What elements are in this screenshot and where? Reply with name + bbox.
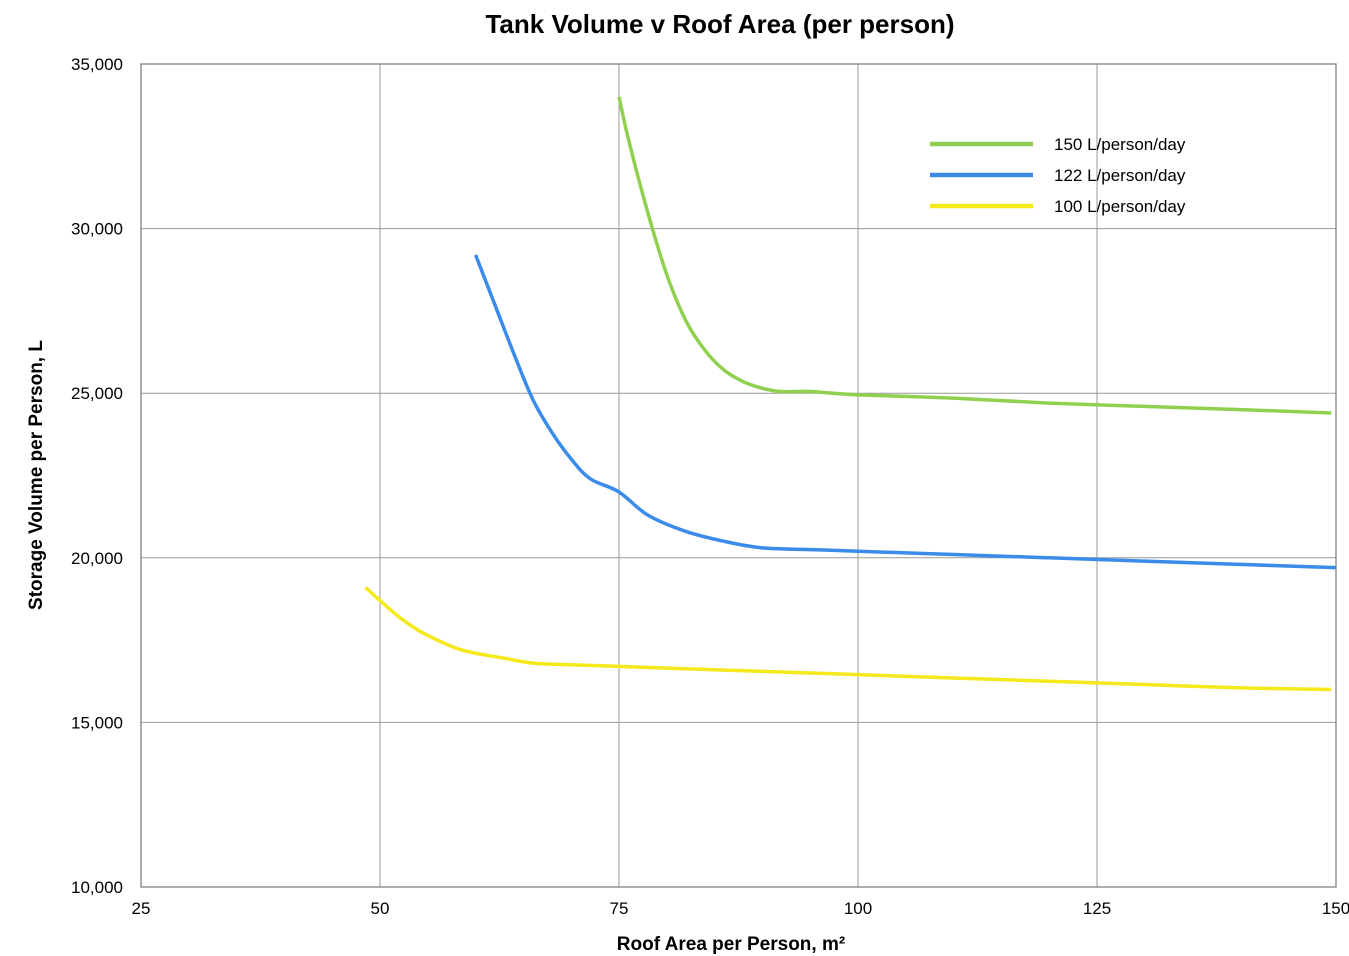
legend-label: 150 L/person/day	[1054, 135, 1186, 154]
tick-labels: 25 50 75 100 125 150 10,000 15,000 20,000 25,000 3…	[71, 55, 1349, 918]
chart-title: Tank Volume v Roof Area (per person)	[485, 9, 954, 39]
x-tick-label: 125	[1083, 899, 1111, 918]
x-axis-label: Roof Area per Person, m²	[617, 934, 845, 955]
plot-area-frame	[140, 63, 1337, 888]
x-tick-label: 25	[132, 899, 151, 918]
grid	[140, 63, 1337, 888]
legend-label: 122 L/person/day	[1054, 166, 1186, 185]
series-lines	[364, 96, 1337, 692]
series-line-2	[364, 586, 1332, 692]
x-tick-label: 100	[844, 899, 872, 918]
y-tick-label: 25,000	[71, 384, 123, 403]
legend: 150 L/person/day 122 L/person/day 100 L/pe…	[930, 135, 1186, 216]
y-tick-label: 10,000	[71, 878, 123, 897]
series-line-1	[473, 254, 1337, 570]
x-tick-label: 50	[371, 899, 390, 918]
y-tick-label: 35,000	[71, 55, 123, 74]
y-tick-label: 15,000	[71, 713, 123, 732]
legend-label: 100 L/person/day	[1054, 197, 1186, 216]
y-axis-label: Storage Volume per Person, L	[26, 340, 47, 610]
x-tick-label: 75	[610, 899, 629, 918]
y-tick-label: 30,000	[71, 220, 123, 239]
y-tick-label: 20,000	[71, 549, 123, 568]
series-line-0	[617, 96, 1332, 415]
x-tick-label: 150	[1322, 899, 1349, 918]
